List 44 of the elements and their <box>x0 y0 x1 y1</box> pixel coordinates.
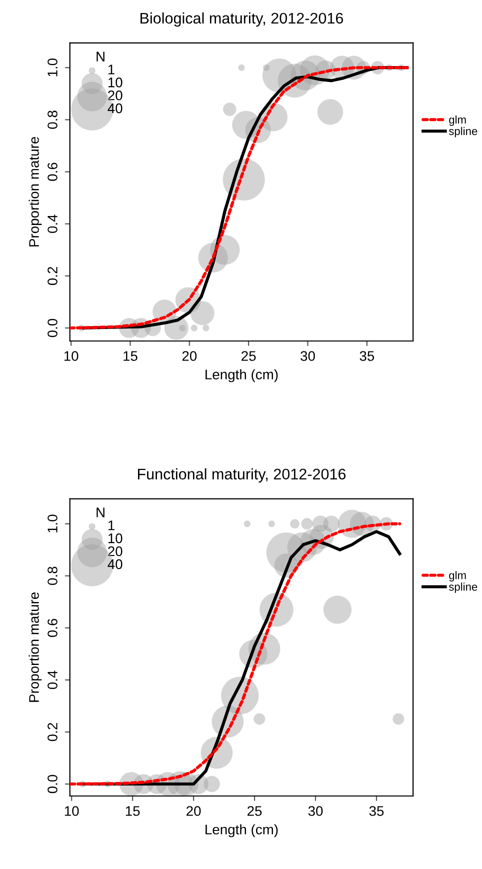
x-tick-label: 35 <box>369 806 384 816</box>
legend-label: 40 <box>108 103 122 114</box>
x-tick-label: 20 <box>186 806 201 816</box>
x-tick-label: 10 <box>64 806 79 816</box>
legend-label: 40 <box>108 559 122 570</box>
legend-title: N <box>96 508 104 518</box>
y-tick-label: 1.0 <box>48 58 58 76</box>
y-tick-label: 0.4 <box>48 670 58 690</box>
legend-label: spline <box>448 582 478 593</box>
y-tick-label: 1.0 <box>48 514 58 532</box>
y-tick-label: 0.8 <box>48 110 58 129</box>
x-tick-label: 10 <box>64 351 78 361</box>
y-tick-label: 0.2 <box>48 723 58 742</box>
chart-title: Biological maturity, 2012-2016 <box>140 12 344 27</box>
x-tick-label: 30 <box>300 351 315 361</box>
y-tick-label: 0.4 <box>48 214 58 233</box>
legend-label: 20 <box>108 546 122 556</box>
x-tick-label: 35 <box>360 351 374 361</box>
x-tick-label: 15 <box>124 351 138 361</box>
x-tick-label: 25 <box>248 806 262 816</box>
x-tick-label: 25 <box>242 351 256 361</box>
legend-label: spline <box>448 126 478 138</box>
x-axis-title: Length (cm) <box>206 369 278 382</box>
chart-title: Functional maturity, 2012-2016 <box>138 468 346 483</box>
y-axis-title: Proportion mature <box>28 592 42 702</box>
x-tick-label: 30 <box>308 806 323 816</box>
y-axis-title: Proportion mature <box>28 136 42 246</box>
x-tick-label: 15 <box>126 806 140 816</box>
y-tick-label: 0.0 <box>48 318 58 338</box>
legend-label: 20 <box>108 90 122 100</box>
x-axis-title: Length (cm) <box>206 824 278 838</box>
y-tick-label: 0.6 <box>48 618 58 637</box>
y-tick-label: 0.6 <box>48 162 58 181</box>
legend-label: glm <box>449 115 466 126</box>
legend-label: glm <box>449 571 466 582</box>
legend-label: 1 <box>108 64 114 74</box>
legend-label: 10 <box>108 78 122 88</box>
legend-label: 10 <box>108 533 122 544</box>
y-tick-label: 0.2 <box>48 266 58 286</box>
y-tick-label: 0.0 <box>48 774 58 794</box>
legend-label: 1 <box>108 520 114 530</box>
x-tick-label: 20 <box>182 351 197 361</box>
legend-title: N <box>96 52 104 62</box>
y-tick-label: 0.8 <box>48 566 58 585</box>
